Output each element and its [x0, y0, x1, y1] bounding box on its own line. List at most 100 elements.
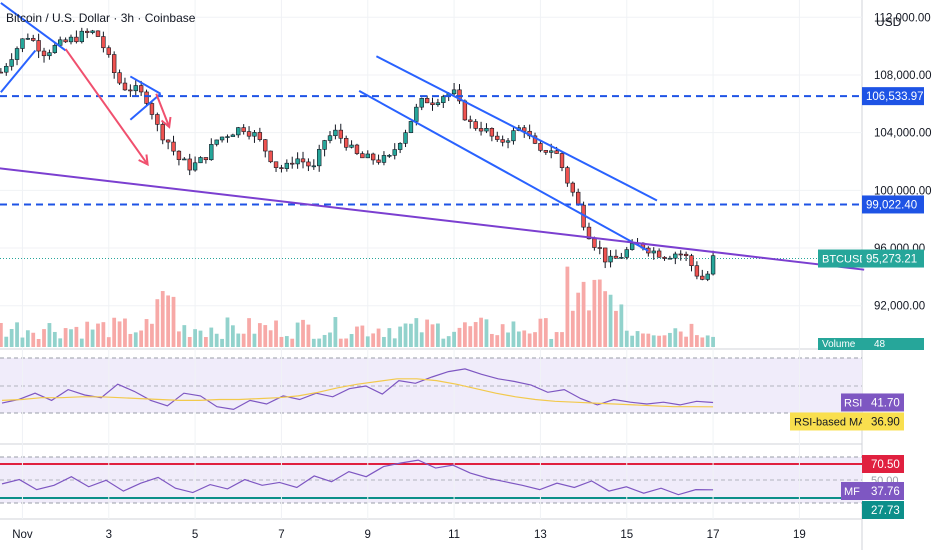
- candle-down: [495, 135, 500, 140]
- candle-up: [209, 144, 214, 161]
- candle-up: [651, 250, 656, 254]
- candle-down: [306, 161, 311, 167]
- candle-down: [343, 137, 349, 148]
- candle-up: [182, 158, 187, 161]
- trendline-arrow-1: [64, 48, 149, 165]
- volume-bar: [0, 322, 3, 347]
- volume-bar: [338, 338, 343, 347]
- candle-down: [656, 250, 662, 258]
- volume-bar: [495, 335, 500, 347]
- volume-bar: [236, 333, 241, 347]
- candle-up: [236, 127, 241, 136]
- volume-bar: [63, 328, 68, 347]
- volume-bar: [69, 329, 73, 347]
- candle-down: [478, 128, 484, 132]
- volume-bar: [436, 323, 440, 347]
- volume-bar: [516, 331, 521, 347]
- trendline-long-support: [0, 167, 865, 271]
- trendline-wedge-left-upper: [0, 2, 67, 52]
- candle-down: [31, 38, 36, 41]
- drawings[interactable]: [0, 2, 865, 271]
- rsi-ma-value: 36.90: [871, 416, 900, 428]
- candle-up: [414, 106, 419, 122]
- candle-down: [468, 119, 473, 122]
- candle-up: [387, 155, 392, 157]
- volume-bar: [695, 335, 699, 347]
- symbol-tag-bg: [818, 249, 862, 268]
- candle-up: [225, 136, 230, 138]
- volume-bar: [344, 338, 349, 347]
- candle-down: [41, 50, 47, 57]
- x-tick-label: 19: [793, 529, 806, 541]
- y-tick-label: 104,000.00: [874, 128, 932, 140]
- volume-bar: [673, 328, 678, 347]
- candle-down: [376, 159, 381, 163]
- volume-bar: [441, 338, 446, 347]
- volume-bar: [560, 332, 564, 347]
- candle-up: [619, 257, 624, 259]
- time-axis[interactable]: Nov 3 5 7 9 11 13 15 17 19: [12, 529, 806, 541]
- candle-down: [203, 157, 209, 161]
- volume-bar: [662, 335, 667, 347]
- volume-bar: [279, 336, 284, 347]
- volume-bar: [257, 323, 262, 347]
- candle-up: [284, 162, 290, 169]
- trendline-wedge-mid-lower: [129, 92, 162, 121]
- volume-bar: [52, 331, 57, 347]
- candle-down: [268, 150, 273, 163]
- hline-label-support: 99,022.40: [866, 199, 917, 211]
- volume-bar: [301, 319, 305, 347]
- candle-down: [370, 153, 376, 161]
- volume-bar: [608, 294, 613, 347]
- volume-bar: [214, 333, 219, 347]
- volume-bar: [500, 324, 505, 347]
- volume-value-bg: [862, 338, 924, 350]
- volume-bar: [425, 319, 430, 347]
- volume-bar: [635, 331, 640, 347]
- arrow-head: [160, 116, 172, 129]
- rsi-ma-tag: RSI-based MA: [794, 416, 866, 428]
- candle-up: [4, 65, 9, 73]
- volume-bar: [268, 330, 273, 347]
- currency-label[interactable]: USD: [876, 15, 902, 29]
- volume-bar: [247, 318, 251, 347]
- candle-down: [111, 54, 117, 73]
- candle-up: [25, 38, 31, 40]
- volume-bar: [96, 323, 100, 347]
- volume-bar: [614, 310, 618, 347]
- candle-down: [473, 121, 478, 129]
- candle-down: [122, 82, 128, 91]
- candle-down: [74, 36, 79, 43]
- price-axis[interactable]: 106,533.9799,022.4092,000.0096,000.00100…: [790, 12, 932, 519]
- volume-bar: [42, 329, 46, 347]
- candle-up: [322, 140, 327, 150]
- volume-bar: [311, 338, 316, 347]
- volume-bar: [182, 325, 187, 347]
- candle-down: [187, 158, 192, 171]
- volume-bar: [47, 323, 52, 347]
- candle-down: [597, 247, 602, 249]
- volume-bar: [581, 281, 586, 347]
- mfi-tag: MF: [844, 486, 860, 498]
- candle-up: [333, 129, 338, 137]
- volume-bar: [543, 318, 548, 347]
- candles[interactable]: [0, 27, 716, 282]
- volume-bar: [106, 337, 111, 347]
- volume-bar: [603, 291, 608, 347]
- candle-up: [392, 149, 397, 156]
- volume-bar: [527, 333, 532, 347]
- candle-down: [160, 124, 165, 141]
- volume-bar: [295, 322, 300, 347]
- x-tick-label: 15: [620, 529, 633, 541]
- candle-down: [241, 127, 246, 132]
- candle-up: [435, 102, 441, 106]
- candle-up: [230, 134, 236, 137]
- volume-bar: [193, 329, 197, 347]
- candle-down: [500, 139, 505, 143]
- volume-bar: [74, 326, 79, 347]
- volume-bar: [31, 332, 36, 347]
- symbol-tag: BTCUSD: [822, 254, 867, 266]
- volume-bar: [150, 323, 154, 347]
- volume-bar: [398, 326, 403, 347]
